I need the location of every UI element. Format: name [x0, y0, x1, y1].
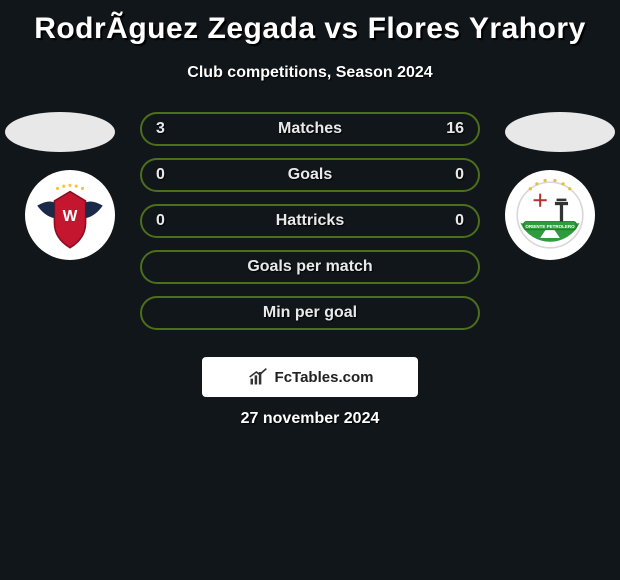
bar-chart-icon	[247, 367, 269, 387]
player-right-photo-placeholder	[505, 112, 615, 152]
stat-row-min-per-goal: Min per goal	[140, 296, 480, 330]
stat-right-value: 16	[444, 120, 464, 138]
stat-label: Min per goal	[142, 304, 478, 322]
stat-label: Goals	[142, 166, 478, 184]
stat-right-value: 0	[444, 166, 464, 184]
wilstermann-crest-icon: W	[31, 176, 109, 254]
stat-label: Hattricks	[142, 212, 478, 230]
oriente-petrolero-crest-icon: ORIENTE PETROLERO	[509, 174, 591, 256]
stat-right-value: 0	[444, 212, 464, 230]
stat-label: Matches	[142, 120, 478, 138]
comparison-area: W ORIENTE PETROLERO 3 Matches 16	[0, 112, 620, 362]
stat-rows: 3 Matches 16 0 Goals 0 0 Hattricks 0 Goa…	[140, 112, 480, 342]
stat-row-goals-per-match: Goals per match	[140, 250, 480, 284]
club-badge-right: ORIENTE PETROLERO	[505, 170, 595, 260]
stat-left-value: 3	[156, 120, 176, 138]
stat-label: Goals per match	[142, 258, 478, 276]
stat-left-value: 0	[156, 166, 176, 184]
svg-text:ORIENTE PETROLERO: ORIENTE PETROLERO	[525, 224, 575, 229]
fctables-logo-text: FcTables.com	[275, 369, 374, 386]
club-badge-left: W	[25, 170, 115, 260]
stat-row-goals: 0 Goals 0	[140, 158, 480, 192]
date-label: 27 november 2024	[0, 410, 620, 428]
svg-text:W: W	[63, 208, 78, 225]
page-title: RodrÃ­guez Zegada vs Flores Yrahory	[0, 0, 620, 46]
subtitle: Club competitions, Season 2024	[0, 64, 620, 82]
fctables-logo: FcTables.com	[202, 357, 418, 397]
stat-row-hattricks: 0 Hattricks 0	[140, 204, 480, 238]
stat-row-matches: 3 Matches 16	[140, 112, 480, 146]
player-left-photo-placeholder	[5, 112, 115, 152]
stat-left-value: 0	[156, 212, 176, 230]
